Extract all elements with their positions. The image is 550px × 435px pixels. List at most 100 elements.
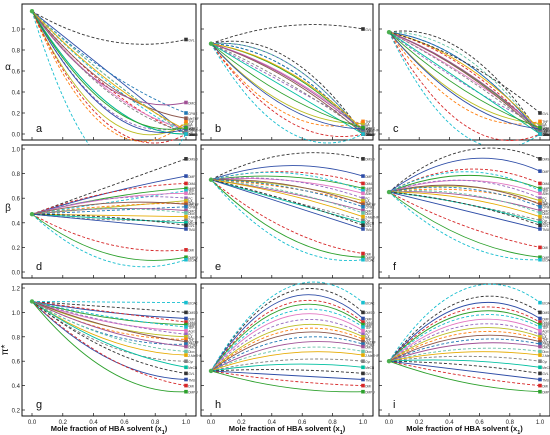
x-axis-title: Mole fraction of HBA solvent (x1) [229, 424, 346, 435]
series-end-label: DMPU [365, 127, 375, 131]
x-tick-label: 1.0 [182, 420, 191, 426]
y-tick-label: 0.0 [12, 133, 21, 139]
series-end-label: TMU [365, 228, 373, 232]
series-end-label: Acet [542, 192, 548, 196]
y-tick-label: 0.8 [12, 172, 21, 178]
panel-b: DMSODMFDMANMPTEPAcetPCEATHFMeTHFCPMEDMCD… [201, 4, 379, 143]
series-end-label: DMA [542, 182, 550, 186]
series-end-label: GVL [365, 372, 372, 376]
series-end-label: DMPU [188, 391, 198, 395]
series-end-label: GVL [188, 372, 195, 376]
panel-h: 0.0 0.2 0.4 0.6 0.8 1.0 DMSO DMFDMANMPTEPAcetPC… [201, 282, 379, 426]
series-end-label: DMF [188, 175, 195, 179]
series-end-label: 2-MeTHF [188, 354, 202, 358]
series-end-label: TMU [188, 378, 196, 382]
series-end-label: TMU [542, 378, 550, 382]
panel-letter: b [215, 123, 221, 135]
series-end-label: EtOAc [365, 259, 375, 263]
series-end-label: EtOAc [542, 133, 550, 137]
series-end-label: EtOAc [365, 301, 375, 305]
x-tick-label: 1.0 [359, 420, 368, 426]
series-end-label: DMSO [542, 311, 550, 315]
series-end-label: DMPU [365, 391, 375, 395]
panel-letter: a [36, 123, 43, 135]
panel-letter: g [36, 399, 42, 411]
series-end-label: DMC [365, 345, 373, 349]
panel-letter: i [393, 399, 395, 411]
x-axis-title: Mole fraction of HBA solvent (x1) [51, 424, 168, 435]
y-tick-label: 0.4 [12, 91, 21, 97]
panel-letter: e [215, 261, 221, 273]
series-end-label: 2-MeTHF [542, 354, 550, 358]
y-tick-label: 0.4 [12, 384, 21, 390]
row-label: α [5, 62, 11, 73]
series-end-label: GVL [188, 38, 195, 42]
series-end-label: DMF [365, 175, 372, 179]
row-label: β [5, 203, 11, 214]
y-tick-label: 1.0 [12, 148, 21, 154]
y-tick-label: 0.2 [12, 409, 21, 415]
series-end-label: EtOAc [188, 133, 198, 137]
series-end-label: TMU [365, 378, 373, 382]
series-start-marker [209, 178, 213, 182]
series-end-label: DMC [542, 345, 550, 349]
series-end-label: EtOAc [365, 133, 375, 137]
series-end-label: MeCN [542, 366, 550, 370]
series-start-marker [30, 212, 34, 216]
x-axis-title: Mole fraction of HBA solvent (x1) [406, 424, 523, 435]
x-tick-label: 0.0 [207, 420, 216, 426]
series-end-label: DMSO [188, 158, 198, 162]
y-tick-label: 1.0 [12, 311, 21, 317]
panel-letter: c [393, 123, 399, 135]
series-end-label: MeTHF [188, 117, 199, 121]
series-end-label: Acet [188, 192, 194, 196]
series-end-label: DMI [365, 384, 371, 388]
series-end-label: EtOAc [188, 301, 198, 305]
panel-letter: d [36, 261, 42, 273]
y-tick-label: 0.0 [12, 271, 21, 277]
panel-g: 0.20.40.60.81.01.20.0 0.2 0.4 0.6 0.8 1.0DMSO… [12, 284, 202, 426]
series-end-label: DMSO [188, 311, 198, 315]
series-end-label: GVL [542, 112, 549, 116]
series-start-marker [209, 369, 213, 373]
x-tick-label: 0.0 [28, 420, 37, 426]
series-end-label: TMU [542, 228, 550, 232]
series-start-marker [387, 190, 391, 194]
x-tick-label: 1.0 [536, 420, 545, 426]
series-end-label: DMC [188, 101, 196, 105]
y-tick-label: 0.6 [12, 197, 21, 203]
y-tick-label: 0.6 [12, 70, 21, 76]
series-end-label: EtOAc [542, 259, 550, 263]
series-end-label: DMI [188, 249, 194, 253]
y-tick-label: 1.2 [12, 287, 21, 293]
series-end-label: EtOAc [542, 301, 550, 305]
y-tick-label: 0.6 [12, 360, 21, 366]
y-tick-label: 0.2 [12, 246, 21, 252]
series-end-label: DMI [542, 384, 548, 388]
panel-f: DMSODMFDMANMPTEPAcetPCEATHFMeTHFCPMEDMCD… [379, 145, 550, 278]
row-label: π* [0, 344, 11, 355]
series-end-label: THF [542, 120, 548, 124]
y-tick-label: 0.4 [12, 221, 21, 227]
series-end-label: DMSO [542, 158, 550, 162]
series-start-marker [30, 299, 34, 303]
series-end-label: DMF [542, 170, 549, 174]
series-end-label: TMU [188, 228, 196, 232]
series-start-marker [209, 42, 213, 46]
series-end-label: Acet [365, 192, 371, 196]
series-end-label: GVL [365, 28, 372, 32]
series-end-label: MeCN [365, 366, 375, 370]
series-start-marker [387, 30, 391, 34]
series-end-label: DMI [188, 384, 194, 388]
x-tick-label: 0.0 [385, 420, 394, 426]
series-end-label: DMC [188, 345, 196, 349]
y-tick-label: 0.8 [12, 49, 21, 55]
series-end-label: DMSO [365, 158, 375, 162]
y-tick-label: 0.8 [12, 335, 21, 341]
panel-i: 0.00.20.40.60.81.0DMSODMFDMANMPTEPAcetPC… [379, 284, 550, 426]
series-end-label: DMPU [188, 127, 198, 131]
series-end-label: CPME [188, 112, 197, 116]
y-tick-label: 1.0 [12, 28, 21, 34]
